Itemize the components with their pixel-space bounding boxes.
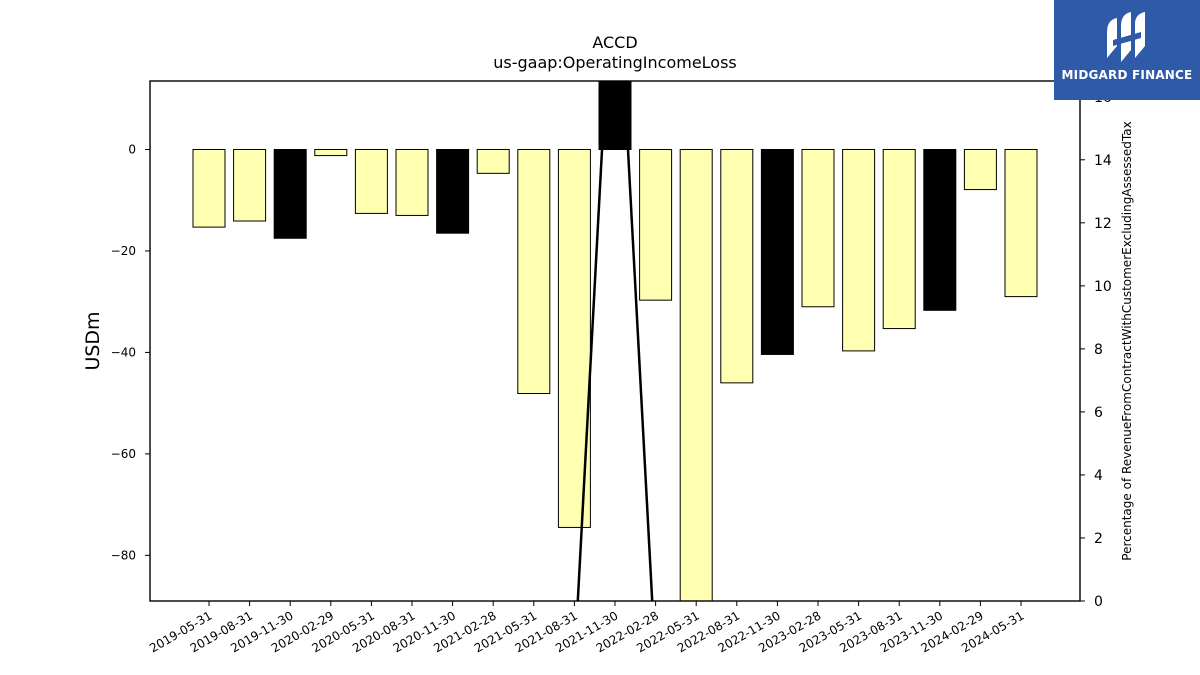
y2-tick-label: 6 — [1094, 405, 1103, 421]
y2-tick-label: 12 — [1094, 216, 1112, 232]
bar-2019-11-30 — [273, 148, 307, 239]
bar-2020-08-31 — [395, 148, 429, 216]
brand-name: MIDGARD FINANCE — [1061, 68, 1193, 82]
bar-2019-05-31 — [192, 148, 226, 228]
y-tick-label: −60 — [111, 447, 136, 461]
bar-2023-08-31 — [882, 148, 916, 330]
line-layer — [576, 81, 654, 601]
bar-2024-02-29 — [963, 148, 997, 191]
y-tick-label: −40 — [111, 345, 136, 359]
bar-2021-02-28 — [476, 148, 510, 174]
chart-title: ACCD — [592, 33, 637, 52]
bar-2023-02-28 — [801, 148, 835, 308]
bar-2023-05-31 — [842, 148, 876, 352]
y2-tick-label: 14 — [1094, 153, 1112, 169]
brand-logo: MIDGARD FINANCE — [1054, 0, 1200, 100]
y-axis-label: USDm — [82, 311, 104, 370]
logo-mark-icon — [1107, 12, 1145, 62]
y-tick-label: −80 — [111, 548, 136, 562]
bar-2020-02-29 — [314, 148, 348, 157]
secondary-series-line — [576, 81, 654, 601]
bars-layer — [192, 80, 1038, 602]
y2-tick-label: 10 — [1094, 279, 1112, 295]
bar-2019-08-31 — [233, 148, 267, 222]
y2-tick-label: 4 — [1094, 468, 1103, 484]
y-tick-label: −20 — [111, 244, 136, 258]
bar-2023-11-30 — [923, 148, 957, 311]
left-axis-ticks: 0 −20 −40 −60 −80 — [111, 142, 150, 562]
bar-2022-11-30 — [760, 148, 794, 355]
bar-2022-02-28 — [639, 148, 673, 301]
chart-subtitle: us-gaap:OperatingIncomeLoss — [493, 53, 737, 72]
bar-2020-11-30 — [436, 148, 470, 234]
bar-2022-08-31 — [720, 148, 754, 384]
bar-2021-05-31 — [517, 148, 551, 395]
x-axis-ticks: 2019-05-312019-08-312019-11-302020-02-29… — [147, 601, 1027, 655]
y-tick-label: 0 — [128, 142, 136, 156]
y2-tick-label: 2 — [1094, 531, 1103, 547]
bar-2020-05-31 — [354, 148, 388, 214]
bar-2024-05-31 — [1004, 148, 1038, 298]
y2-tick-label: 8 — [1094, 342, 1103, 358]
right-axis-ticks: 0246810121416 — [1080, 90, 1112, 610]
bar-2022-05-31 — [679, 148, 713, 602]
y2-axis-label: Percentage of RevenueFromContractWithCus… — [1120, 121, 1134, 560]
y2-tick-label: 0 — [1094, 594, 1103, 610]
